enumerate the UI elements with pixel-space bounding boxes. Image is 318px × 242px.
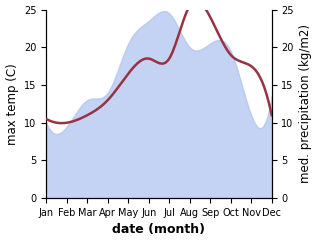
- X-axis label: date (month): date (month): [113, 223, 205, 236]
- Y-axis label: med. precipitation (kg/m2): med. precipitation (kg/m2): [300, 24, 313, 183]
- Y-axis label: max temp (C): max temp (C): [5, 63, 18, 145]
